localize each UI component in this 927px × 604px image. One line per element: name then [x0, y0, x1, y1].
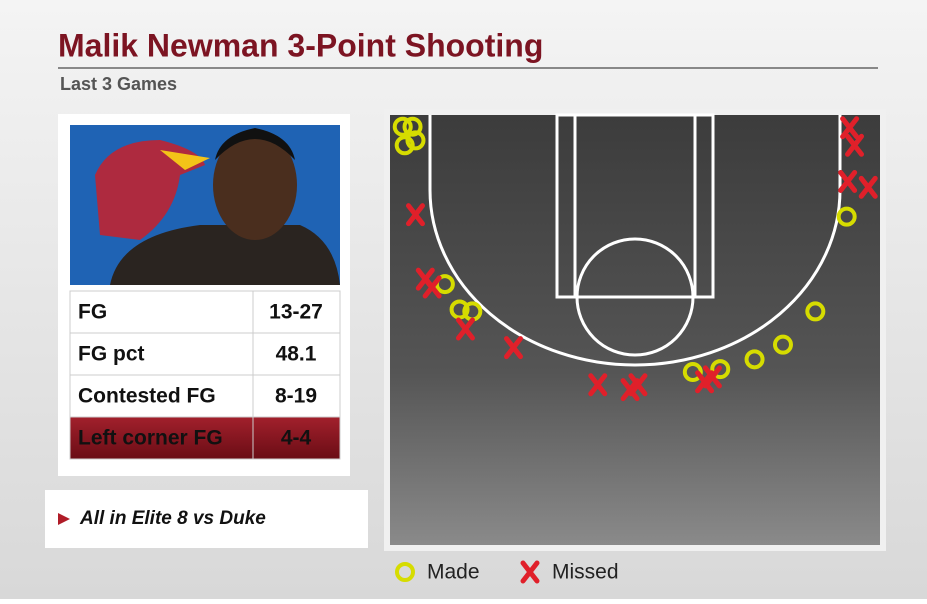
legend-label: Missed: [552, 561, 619, 584]
legend: Made Missed: [395, 560, 619, 584]
made-shot: [405, 130, 426, 151]
legend-marker: [395, 562, 415, 582]
row-label: Left corner FG: [78, 427, 223, 450]
missed-shot: [628, 373, 648, 397]
missed-shot: [840, 116, 860, 140]
missed-shot: [858, 175, 878, 199]
made-shot: [805, 301, 826, 322]
missed-shot: [455, 317, 475, 341]
missed-shot: [838, 169, 858, 193]
missed-shot: [405, 203, 425, 227]
stats-table: FG 13-27 FG pct 48.1 Contested FG 8-19 Left co…: [69, 290, 341, 460]
court-lines: [428, 113, 842, 367]
made-shot: [394, 135, 415, 156]
legend-marker: [520, 560, 540, 584]
missed-shot: [503, 336, 523, 360]
made-shot: [744, 349, 765, 370]
made-shot: [449, 299, 470, 320]
row-value: 48.1: [276, 343, 317, 366]
missed-shot: [422, 275, 442, 299]
court: [390, 115, 880, 545]
made-shot: [392, 116, 413, 137]
table-row: [69, 290, 341, 334]
legend-label: Made: [427, 561, 480, 584]
missed-shot: [588, 373, 608, 397]
made-shot: [710, 359, 731, 380]
note: All in Elite 8 vs Duke: [79, 508, 266, 529]
player-photo: [70, 125, 340, 285]
title: Malik Newman 3-Point Shooting: [58, 27, 543, 63]
row-label: FG pct: [78, 343, 145, 366]
subtitle: Last 3 Games: [60, 74, 177, 94]
row-value: 13-27: [269, 301, 323, 324]
table-row: [69, 332, 341, 376]
row-value: 8-19: [275, 385, 317, 408]
note-arrow: [58, 513, 70, 525]
note-box: [45, 490, 368, 548]
table-row: [69, 374, 341, 418]
missed-shot: [702, 365, 722, 389]
made-shot: [772, 334, 793, 355]
made-shot: [836, 206, 857, 227]
table-row: [69, 416, 341, 460]
missed-shot: [845, 133, 865, 157]
row-label: FG: [78, 301, 107, 324]
made-shot: [682, 362, 703, 383]
row-value: 4-4: [281, 427, 312, 450]
row-label: Contested FG: [78, 385, 216, 408]
shots: [392, 116, 878, 402]
